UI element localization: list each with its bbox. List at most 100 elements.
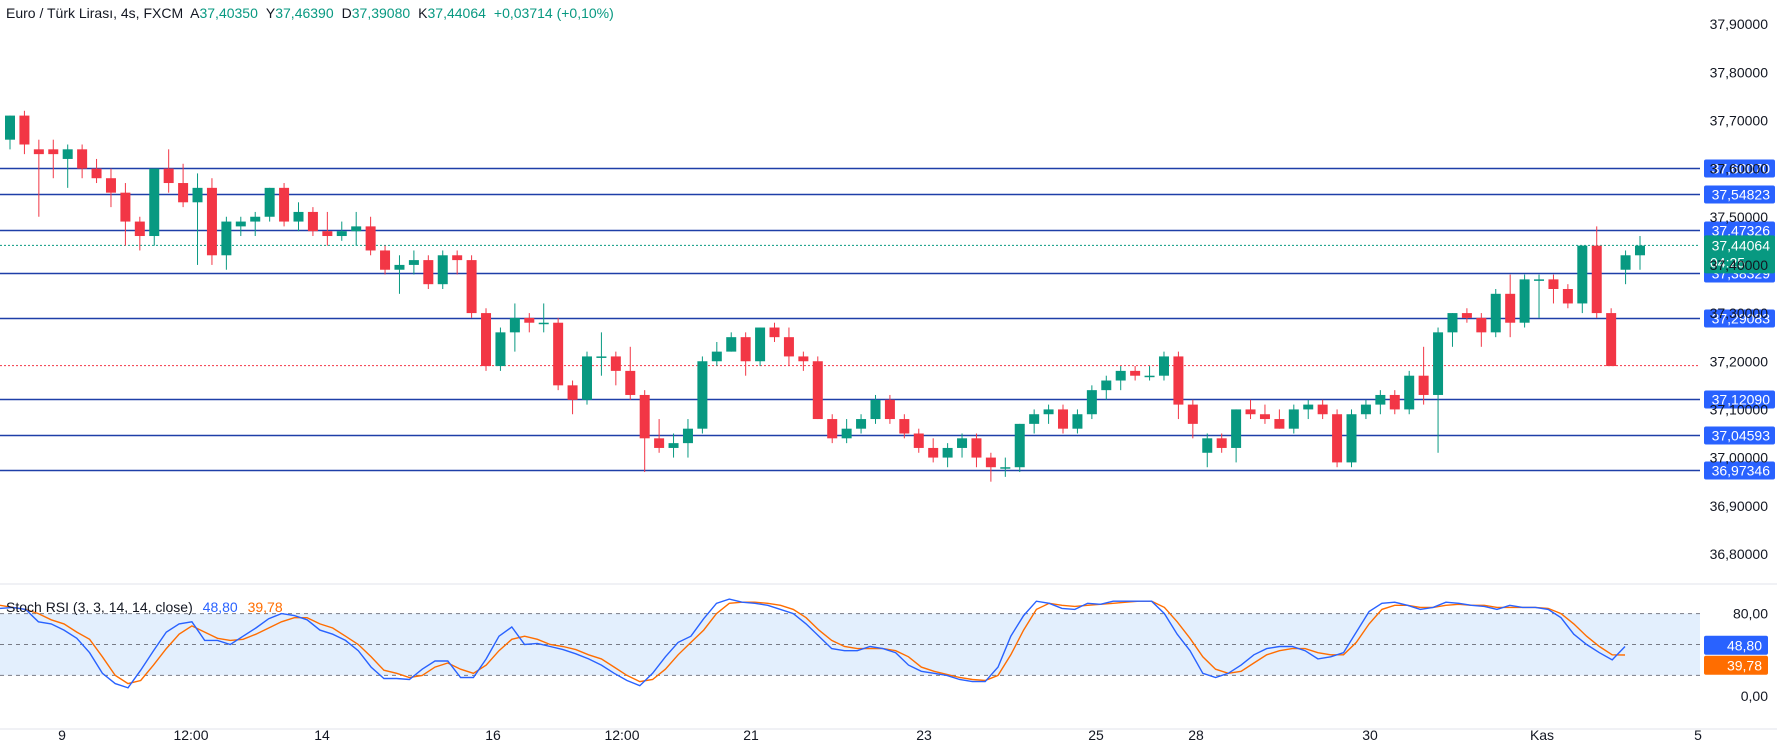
candle-body (19, 115, 30, 145)
level-label-bg (1704, 390, 1775, 409)
candle-body (62, 149, 73, 159)
candle-body (307, 211, 318, 232)
candle-body (178, 183, 189, 203)
stoch-d-value: 39,78 (247, 599, 283, 615)
candle-body (77, 149, 88, 169)
candle-body (639, 394, 650, 439)
candle-body (264, 187, 275, 217)
candle-body (221, 221, 232, 256)
candle-body (91, 168, 102, 179)
level-label-bg (1704, 159, 1775, 178)
candle-body (697, 361, 708, 429)
candle-body (957, 438, 968, 448)
candle-body (1259, 414, 1270, 420)
candle-body (1490, 293, 1501, 333)
price-tick-label: 37,60000 (1710, 161, 1769, 177)
candle-body (1086, 390, 1097, 415)
candle-body (1476, 317, 1487, 333)
candle-body (322, 231, 333, 237)
candle-body (163, 168, 174, 184)
stoch-k-label: 48,80 (1727, 638, 1762, 654)
candle-body (1375, 394, 1386, 405)
candle-body (942, 447, 953, 458)
candle-body (1000, 467, 1011, 469)
candle-body (1303, 404, 1314, 410)
level-label-bg (1704, 185, 1775, 204)
high-label: Y (265, 5, 276, 21)
countdown-label: 04:25 (1710, 254, 1745, 270)
level-label-bg (1704, 221, 1775, 240)
time-tick-label: 12:00 (173, 727, 208, 743)
candle-body (1606, 313, 1617, 367)
time-tick-label: 14 (314, 727, 330, 743)
candle-body (524, 317, 535, 323)
level-label: 37,54823 (1712, 187, 1771, 203)
candle-body (1505, 293, 1516, 323)
candle-body (235, 221, 246, 227)
candle-body (5, 115, 15, 140)
price-tick-label: 37,10000 (1710, 401, 1769, 417)
candle-body (1317, 404, 1328, 415)
candle-body (1418, 375, 1429, 395)
level-label: 37,47326 (1712, 223, 1771, 239)
stoch-k-line (0, 598, 1626, 689)
candle-body (856, 419, 867, 429)
candle-body (1187, 404, 1198, 424)
candle-body (581, 356, 592, 400)
time-tick-label: 23 (916, 727, 932, 743)
candle-body (452, 255, 463, 261)
candle-body (1577, 245, 1588, 304)
candle-body (625, 370, 636, 395)
candle-body (668, 443, 679, 448)
candle-body (1014, 423, 1025, 468)
time-tick-label: 5 (1694, 727, 1702, 743)
symbol-title[interactable]: Euro / Türk Lirası, 4s, FXCM (6, 5, 184, 21)
candle-body (884, 399, 895, 420)
candle-body (481, 313, 492, 367)
candle-body (1534, 279, 1545, 281)
candle-body (870, 399, 881, 420)
time-tick-label: 25 (1088, 727, 1104, 743)
time-tick-label: 12:00 (604, 727, 639, 743)
stoch-k-value: 48,80 (202, 599, 238, 615)
candle-body (1360, 404, 1371, 415)
candle-body (726, 337, 737, 352)
candle-body (596, 356, 607, 358)
candle-body (351, 226, 362, 232)
stoch-tick-label: 80,00 (1733, 606, 1768, 622)
candle-body (841, 428, 852, 439)
time-tick-label: 16 (485, 727, 501, 743)
candle-body (1202, 438, 1213, 453)
candle-body (567, 385, 578, 400)
candle-body (105, 178, 116, 193)
price-tick-label: 37,80000 (1710, 64, 1769, 80)
indicator-name[interactable]: Stoch RSI (3, 3, 14, 14, close) (6, 599, 193, 615)
level-label: 37,60070 (1712, 161, 1771, 177)
candle-body (1043, 409, 1054, 415)
price-tick-label: 37,70000 (1710, 112, 1769, 128)
candle-body (1058, 409, 1069, 429)
candle-body (423, 260, 434, 285)
candle-body (1158, 356, 1169, 376)
candle-body (365, 226, 376, 251)
candlesticks (5, 110, 1645, 482)
candle-body (1519, 279, 1530, 323)
last-price-label-bg (1704, 235, 1775, 274)
candle-body (928, 447, 939, 458)
indicator-header[interactable]: Stoch RSI (3, 3, 14, 14, close) 48,80 39… (6, 599, 283, 615)
symbol-header: Euro / Türk Lirası, 4s, FXCM A37,40350 Y3… (6, 5, 622, 21)
candle-body (48, 149, 59, 155)
stoch-d-label-bg (1704, 655, 1768, 675)
level-label-bg (1704, 461, 1775, 480)
time-tick-label: 9 (58, 727, 66, 743)
candle-body (1173, 356, 1184, 405)
low-value: 37,39080 (351, 5, 411, 21)
candle-body (812, 361, 823, 420)
candle-body (769, 327, 780, 338)
price-tick-label: 37,40000 (1710, 257, 1769, 273)
price-tick-label: 36,80000 (1710, 546, 1769, 562)
candle-body (913, 433, 924, 448)
candle-body (740, 337, 751, 362)
change-value: +0,03714 (+0,10%) (493, 5, 614, 21)
